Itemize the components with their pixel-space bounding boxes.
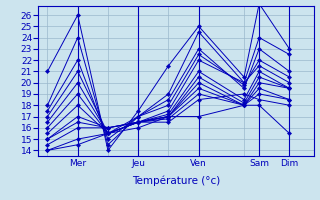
- Text: Ven: Ven: [190, 159, 207, 168]
- Text: Dim: Dim: [280, 159, 299, 168]
- Text: Sam: Sam: [249, 159, 269, 168]
- X-axis label: Température (°c): Température (°c): [132, 175, 220, 186]
- Text: Jeu: Jeu: [131, 159, 145, 168]
- Text: Mer: Mer: [69, 159, 86, 168]
